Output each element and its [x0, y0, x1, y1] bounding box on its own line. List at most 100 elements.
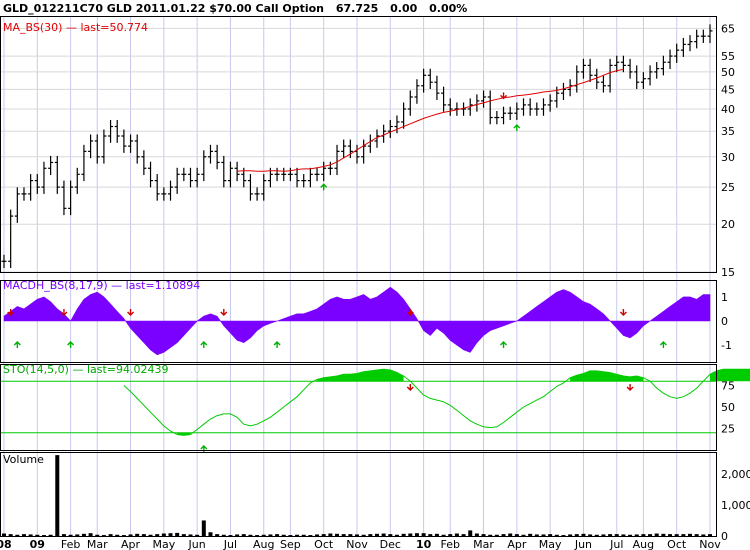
x-tick-label: May [539, 538, 562, 550]
volume-bar [355, 534, 359, 536]
volume-panel: 2,000 1,000 0 [2, 455, 750, 543]
volume-bar [35, 534, 40, 536]
ohlc-bar [227, 161, 233, 188]
volume-bar [275, 534, 280, 536]
volume-bar [481, 534, 486, 536]
volume-bar [21, 534, 26, 536]
macdh-legend-name: MACDH_BS(8,17,9) [3, 279, 108, 292]
volume-bar [381, 533, 386, 536]
ohlc-bar [314, 167, 320, 182]
volume-bar [75, 534, 80, 536]
volume-bar [534, 534, 539, 536]
ohlc-bar [494, 111, 500, 125]
volume-bar [421, 533, 426, 536]
x-tick-label: Apr [121, 538, 141, 550]
ohlc-bar [68, 180, 74, 216]
volume-bar [608, 534, 613, 536]
sto-line [123, 368, 750, 436]
x-tick-label: Aug [253, 538, 274, 550]
volume-bar [208, 532, 213, 536]
buy-arrow-icon [200, 445, 208, 452]
price-tick-label: 40 [721, 103, 735, 116]
sell-arrow-icon [60, 309, 68, 316]
volume-bar [241, 534, 246, 536]
ohlc-bar [287, 167, 293, 182]
ohlc-bar [214, 144, 220, 170]
ohlc-bar [88, 134, 94, 159]
macdh-tick-label: -1 [721, 339, 732, 352]
ohlc-bar [394, 115, 400, 134]
volume-bar [308, 535, 313, 536]
ohlc-bar [221, 155, 227, 188]
ohlc-bar [361, 139, 367, 164]
ohlc-bar [1, 254, 7, 269]
ohlc-bar [441, 86, 447, 112]
x-tick-label: 10 [416, 538, 432, 550]
arrow-head [220, 311, 228, 316]
ohlc-bar [627, 58, 633, 79]
volume-bar [295, 534, 300, 536]
ohlc-bar [307, 167, 313, 188]
ma-legend-last: last=50.774 [80, 21, 148, 34]
ohlc-bar [327, 161, 333, 176]
arrow-head [273, 341, 281, 346]
volume-bar [268, 534, 273, 536]
x-tick-label: Feb [61, 538, 80, 550]
ohlc-bar [501, 106, 507, 125]
ma-line [237, 68, 624, 172]
volume-bar [108, 534, 113, 536]
ohlc-bar [674, 43, 680, 63]
arrow-head [500, 94, 508, 100]
sell-arrow-icon [406, 309, 414, 316]
price-tick-label: 55 [721, 50, 735, 63]
ohlc-bar [594, 68, 600, 89]
volume-bar [641, 534, 646, 536]
macdh-legend-last: last=1.10894 [126, 279, 201, 292]
volume-bar [155, 534, 160, 536]
sell-arrow-icon [626, 384, 634, 391]
ma-legend: MA_BS(30) — last=50.774 [3, 21, 148, 34]
ohlc-bar [634, 65, 640, 89]
ohlc-bar [587, 58, 593, 83]
x-tick-label: Nov [346, 538, 368, 550]
ohlc-bar [21, 187, 27, 201]
ohlc-bar [148, 161, 154, 188]
arrow-head [13, 341, 21, 346]
sto-tick-label: 25 [721, 423, 735, 436]
volume-bar [248, 534, 253, 536]
volume-bar [135, 533, 140, 536]
arrow-head [7, 311, 15, 316]
ohlc-bar [207, 144, 213, 164]
ohlc-bar [74, 167, 80, 194]
grid-lines [3, 16, 711, 536]
ohlc-bar [121, 129, 127, 153]
volume-bar [181, 534, 186, 536]
x-tick-label: Nov [699, 538, 721, 550]
ohlc-bar [654, 62, 660, 79]
ohlc-bar [334, 144, 340, 176]
arrow-head [67, 341, 75, 346]
ohlc-bar [174, 167, 180, 194]
ohlc-bar [660, 55, 666, 76]
ohlc-bar [667, 49, 673, 70]
volume-bar [288, 535, 293, 536]
ohlc-bar [680, 37, 686, 57]
ohlc-bar [301, 174, 307, 188]
ohlc-bar [341, 139, 347, 159]
chart-header: GLD_012211C70 GLD 2011.01.22 $70.00 Call… [3, 2, 467, 15]
sell-arrow-icon [7, 309, 15, 316]
price-panel: 65 55 50 45 40 35 30 25 20 15 [0, 22, 735, 279]
volume-bar [175, 532, 180, 536]
ohlc-bar [560, 82, 566, 100]
volume-bar [15, 534, 20, 536]
arrow-head [659, 341, 667, 346]
ohlc-bar [14, 187, 20, 223]
sell-arrow-icon [220, 309, 228, 316]
ohlc-bar [108, 119, 114, 143]
buy-arrow-icon [13, 341, 21, 348]
sto-panel: 75 50 25 [0, 368, 750, 452]
panel-frames [0, 16, 717, 537]
ohlc-bar [94, 134, 100, 164]
volume-bar [221, 534, 226, 536]
arrow-head [626, 386, 634, 391]
